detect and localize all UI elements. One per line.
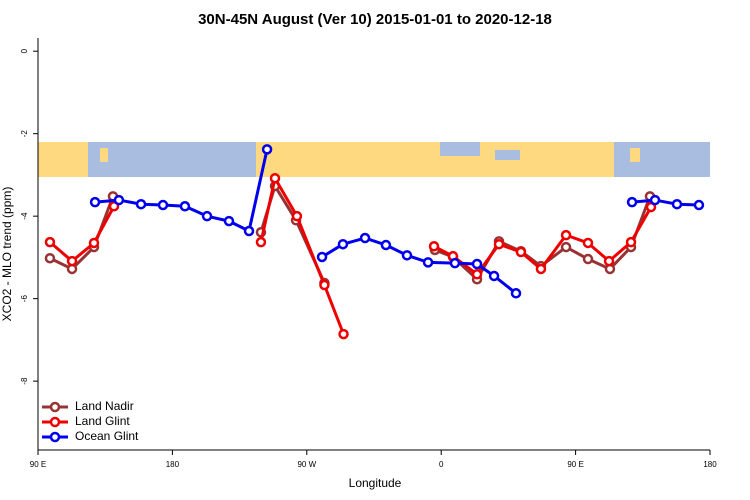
point — [223, 215, 235, 227]
point — [113, 194, 125, 206]
y-axis-label: XCO2 - MLO trend (ppm) — [0, 187, 14, 322]
point — [515, 246, 527, 258]
point — [428, 241, 440, 252]
legend-label: Ocean Glint — [75, 429, 139, 443]
point — [582, 253, 594, 265]
x-tick-label: 0 — [439, 460, 444, 469]
y-tick-label: 0 — [20, 48, 29, 53]
y-tick-label: -8 — [20, 377, 29, 385]
point — [535, 263, 547, 275]
point — [493, 238, 505, 250]
point — [510, 288, 522, 299]
point — [625, 236, 637, 248]
map-band — [38, 142, 710, 177]
point — [488, 270, 500, 282]
x-tick-label: 90 W — [297, 460, 316, 469]
point — [338, 328, 349, 340]
point — [471, 258, 483, 270]
point — [316, 251, 328, 263]
point — [291, 210, 303, 222]
point — [66, 255, 78, 267]
point — [582, 237, 594, 249]
x-tick-label: 180 — [166, 460, 180, 469]
x-tick-label: 90 E — [30, 460, 46, 469]
point — [88, 237, 100, 249]
point — [319, 279, 330, 291]
legend-label: Land Nadir — [75, 399, 134, 413]
point — [626, 196, 638, 208]
x-axis-label: Longitude — [349, 476, 402, 490]
y-tick-label: -2 — [20, 130, 29, 138]
point — [471, 269, 483, 280]
point — [157, 199, 169, 211]
legend-marker — [49, 431, 61, 443]
point — [422, 257, 434, 268]
point — [135, 198, 147, 210]
point — [560, 241, 572, 253]
point — [201, 210, 213, 222]
point — [243, 225, 255, 237]
chart-title: 30N-45N August (Ver 10) 2015-01-01 to 20… — [198, 11, 552, 28]
point — [179, 201, 191, 212]
point — [401, 250, 413, 261]
x-tick-label: 90 E — [567, 460, 583, 469]
point — [649, 194, 661, 206]
point — [671, 198, 683, 210]
point — [693, 199, 705, 211]
point — [603, 255, 615, 267]
legend-label: Land Glint — [75, 414, 130, 428]
point — [449, 257, 461, 269]
x-tick-label: 180 — [703, 460, 717, 469]
point — [359, 232, 371, 244]
point — [89, 196, 101, 208]
y-tick-label: -4 — [20, 212, 29, 220]
point — [380, 239, 392, 251]
point — [255, 236, 267, 248]
point — [44, 252, 56, 264]
point — [44, 236, 56, 248]
point — [560, 229, 572, 241]
legend-marker — [49, 401, 61, 413]
y-tick-label: -6 — [20, 295, 29, 303]
point — [337, 238, 349, 250]
legend-marker — [49, 416, 61, 428]
point — [269, 172, 281, 184]
point — [261, 144, 273, 155]
